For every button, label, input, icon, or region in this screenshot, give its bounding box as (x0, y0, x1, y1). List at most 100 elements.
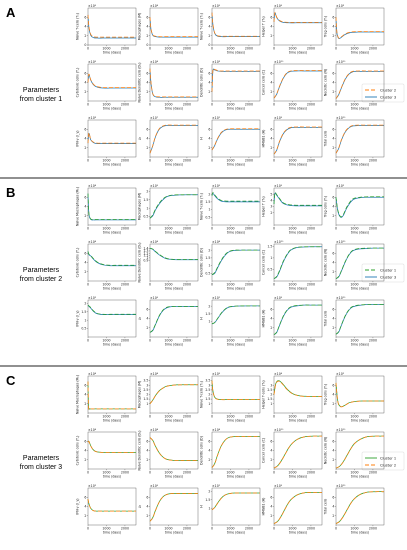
y-tick-label: 1.5 (205, 312, 210, 316)
subplot-frame (149, 63, 199, 102)
x-tick-label: 0 (149, 283, 151, 287)
series-line (87, 73, 136, 89)
y-tick-label: 6 (270, 495, 272, 499)
x-tick-label: 2000 (183, 227, 191, 231)
y-tick-label: 4 (332, 393, 334, 397)
x-axis-label: time (days) (165, 50, 183, 54)
x-tick-label: 2000 (245, 47, 253, 51)
series-line (87, 304, 136, 315)
legend: Cluster 1 Cluster 3 (361, 263, 405, 283)
y-axis-label: Necrotic cells (N) (324, 249, 328, 276)
x-tick-label: 2000 (307, 159, 315, 163)
y-tick-label: 4 (270, 25, 272, 29)
legend-label: Cluster 1 (380, 456, 396, 460)
x-tick-label: 2000 (307, 471, 315, 475)
x-tick-label: 0 (149, 47, 151, 51)
x-axis-label: time (days) (289, 474, 307, 478)
y-tick-label: 2 (208, 458, 210, 462)
y-tick-label: 4 (146, 449, 148, 453)
x-tick-label: 1000 (288, 159, 296, 163)
series-line (273, 380, 322, 397)
y-tick-label: 6 (84, 383, 86, 387)
y-tick-label: 4 (332, 137, 334, 141)
x-axis-label: time (days) (351, 50, 369, 54)
series-line (149, 125, 198, 154)
y-axis-label: Dendritic cells (D) (200, 248, 204, 277)
subplot-frame (87, 63, 137, 102)
series-line (273, 304, 322, 335)
x-axis-label: time (days) (165, 286, 183, 290)
x-tick-label: 0 (273, 471, 275, 475)
y-tick-label: 2 (146, 90, 148, 94)
y-axis-label: Naive T-cells (Tₙ) (200, 193, 204, 220)
y-tick-label: 6 (146, 15, 148, 19)
y-tick-label: 1.5 (205, 397, 210, 401)
y-tick-label: 2 (146, 34, 148, 38)
series-line (211, 305, 260, 325)
y-exponent: ×10⁴ (88, 240, 97, 244)
y-tick-label: 2 (270, 326, 272, 330)
series-line (87, 251, 136, 266)
x-tick-label: 1000 (164, 227, 172, 231)
series-line (335, 125, 384, 154)
x-tick-label: 0 (335, 283, 337, 287)
y-tick-label: 2.5 (267, 388, 272, 392)
x-tick-label: 1000 (350, 283, 358, 287)
y-tick-label: 4 (146, 25, 148, 29)
y-tick-label: 1.5 (205, 498, 210, 502)
y-axis-label: IFN-γ (I_γ) (76, 130, 80, 146)
y-axis-label: Naive T-cells (Tₙ) (200, 381, 204, 408)
subplot-frame (149, 431, 199, 470)
series-line (149, 384, 198, 404)
subplot-frame (211, 243, 261, 282)
x-axis-label: time (days) (227, 162, 245, 166)
series-line (335, 382, 384, 408)
y-axis-label: IFN-γ (I_γ) (76, 310, 80, 326)
x-tick-label: 2000 (121, 471, 129, 475)
y-tick-label: 2 (270, 393, 272, 397)
y-tick-label: 2 (84, 458, 86, 462)
x-tick-label: 1000 (350, 103, 358, 107)
x-tick-label: 0 (211, 339, 213, 343)
y-tick-label: 0 (146, 43, 148, 47)
x-axis-label: time (days) (227, 530, 245, 534)
x-axis-label: time (days) (351, 474, 369, 478)
y-tick-label: 2 (332, 514, 334, 518)
x-axis-label: time (days) (165, 530, 183, 534)
y-axis-label: HMGB1 (H) (262, 130, 266, 148)
x-axis-label: time (days) (227, 474, 245, 478)
series-line (273, 492, 322, 524)
y-tick-label: 2 (332, 458, 334, 462)
series-line (273, 70, 322, 99)
y-tick-label: 6 (84, 127, 86, 131)
y-axis-label: Cancer cells (C) (262, 438, 266, 463)
y-tick-label: 6 (84, 251, 86, 255)
y-tick-label: 6 (270, 127, 272, 131)
y-tick-label: 6 (84, 71, 86, 75)
y-exponent: ×10⁵ (212, 4, 221, 8)
y-axis-label: Macrophages (M) (138, 381, 142, 409)
y-axis-label: Cancer cells (C) (262, 250, 266, 275)
y-tick-label: 1 (270, 402, 272, 406)
y-tick-label: 5 (270, 192, 272, 196)
x-tick-label: 0 (273, 283, 275, 287)
series-line (149, 17, 198, 38)
x-tick-label: 0 (87, 47, 89, 51)
x-tick-label: 1000 (288, 47, 296, 51)
subplot-frame (211, 119, 261, 158)
series-line (87, 499, 136, 512)
x-tick-label: 1000 (164, 339, 172, 343)
x-tick-label: 2000 (245, 415, 253, 419)
y-axis-label: μ₂ (138, 136, 142, 140)
subplot-frame (149, 243, 199, 282)
y-axis-label: Naive Dendritic cells (Dₙ) (138, 242, 142, 282)
y-exponent: ×10⁴ (212, 428, 221, 432)
